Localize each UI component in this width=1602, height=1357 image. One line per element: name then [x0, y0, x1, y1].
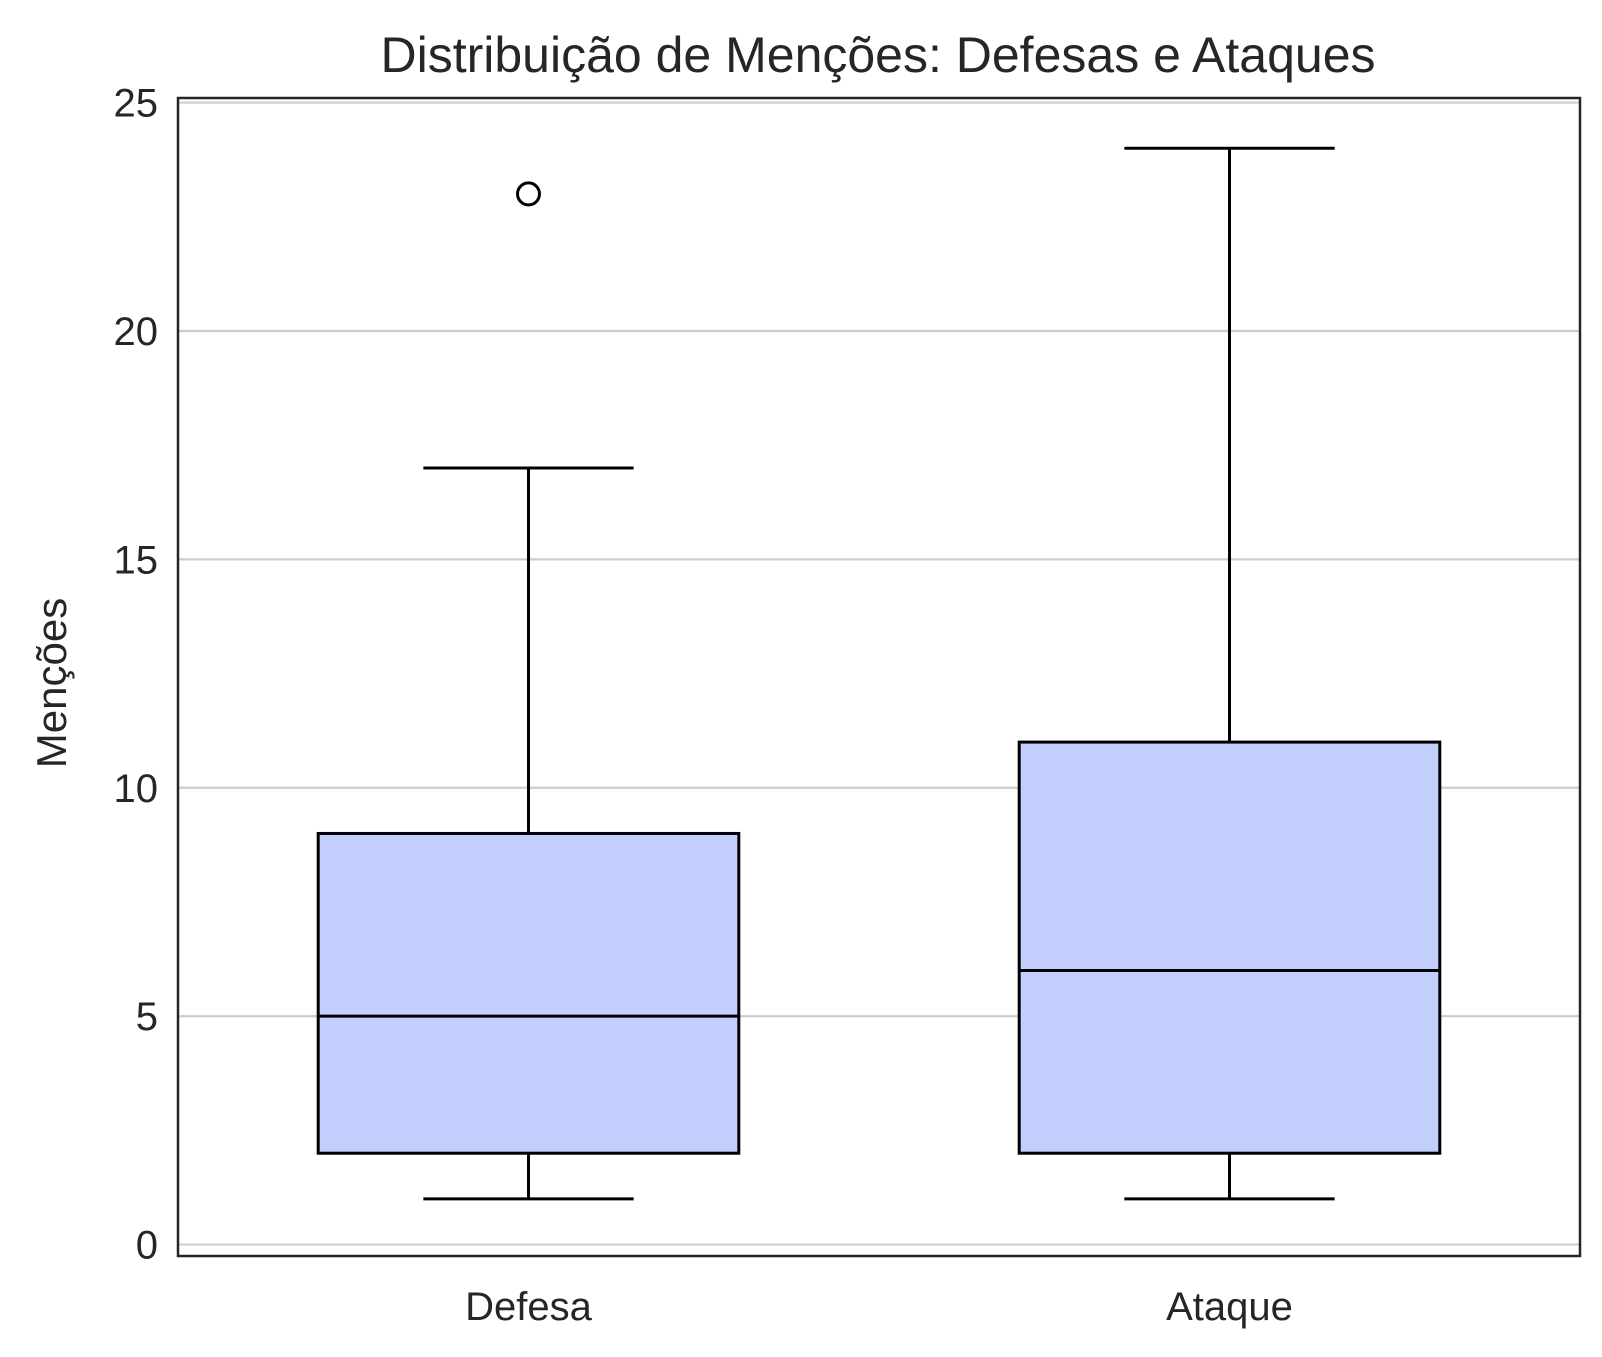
y-axis-label: Menções: [28, 598, 75, 768]
y-tick-label: 20: [114, 310, 159, 354]
axis-ticks: 0 5 10 15 20 25 Defesa Ataque: [114, 82, 1293, 1329]
y-tick-label: 25: [114, 82, 159, 126]
y-tick-label: 15: [114, 538, 159, 582]
iqr-box: [316, 831, 741, 1155]
box-ataque: [1017, 146, 1442, 1201]
iqr-box: [1017, 740, 1442, 1155]
box-defesa: [316, 181, 741, 1201]
plot-frame: [176, 96, 1582, 1258]
y-tick-label: 0: [136, 1224, 158, 1268]
chart-title: Distribuição de Menções: Defesas e Ataqu…: [381, 27, 1376, 83]
boxes: [316, 146, 1442, 1201]
x-tick-label: Ataque: [1166, 1285, 1293, 1329]
y-tick-label: 10: [114, 767, 159, 811]
x-tick-label: Defesa: [465, 1285, 592, 1329]
y-tick-label: 5: [136, 995, 158, 1039]
outlier-point: [516, 181, 541, 207]
